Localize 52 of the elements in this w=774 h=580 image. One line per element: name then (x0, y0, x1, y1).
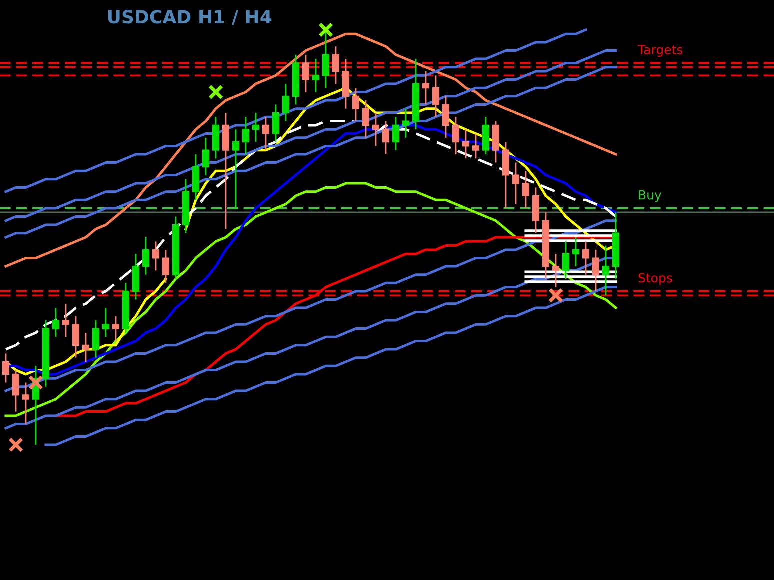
candlestick (12, 370, 20, 412)
candlestick (382, 120, 390, 156)
candlestick (602, 245, 610, 296)
candlestick (572, 236, 580, 268)
candlestick (92, 320, 100, 359)
candlestick (242, 116, 250, 156)
candlestick (442, 96, 450, 139)
candlestick (332, 46, 340, 85)
point (208, 84, 224, 100)
candlestick (302, 54, 310, 93)
candlestick (312, 58, 320, 93)
candlestick (72, 316, 80, 359)
candlestick (22, 382, 30, 425)
candlestick (552, 253, 560, 288)
candlestick (592, 249, 600, 292)
candlestick (142, 236, 150, 276)
candlestick (202, 137, 210, 176)
chart-title: USDCAD H1 / H4 (108, 10, 272, 26)
candlestick (162, 249, 170, 284)
candlestick (2, 353, 10, 384)
candlestick (392, 116, 400, 152)
point (28, 375, 44, 390)
point (548, 288, 564, 304)
candlestick (462, 128, 470, 160)
point (8, 437, 24, 453)
candlestick (582, 240, 590, 276)
candlestick (152, 240, 160, 272)
candlestick (52, 307, 60, 338)
ref-line-label: Targets (638, 45, 683, 57)
ref-line-label: Stops (638, 273, 672, 286)
candlestick (472, 133, 480, 160)
candlestick (352, 87, 360, 122)
candlestick (452, 116, 460, 156)
candlestick (112, 316, 120, 342)
ref-line-label: Buy (639, 190, 662, 202)
candlestick (422, 70, 430, 106)
candlestick (252, 112, 260, 143)
candlestick (512, 162, 520, 205)
candlestick (402, 108, 410, 139)
point (318, 22, 334, 38)
candlestick (232, 128, 240, 210)
candlestick (362, 100, 370, 139)
candlestick (282, 83, 290, 122)
candlestick (522, 170, 530, 210)
candlestick (562, 240, 570, 280)
candlestick (372, 112, 380, 147)
candlestick (102, 307, 110, 338)
candlestick (262, 116, 270, 152)
candlestick (272, 104, 280, 143)
candlestick (82, 332, 90, 363)
candlestick (432, 74, 440, 118)
candlestick (62, 303, 70, 338)
